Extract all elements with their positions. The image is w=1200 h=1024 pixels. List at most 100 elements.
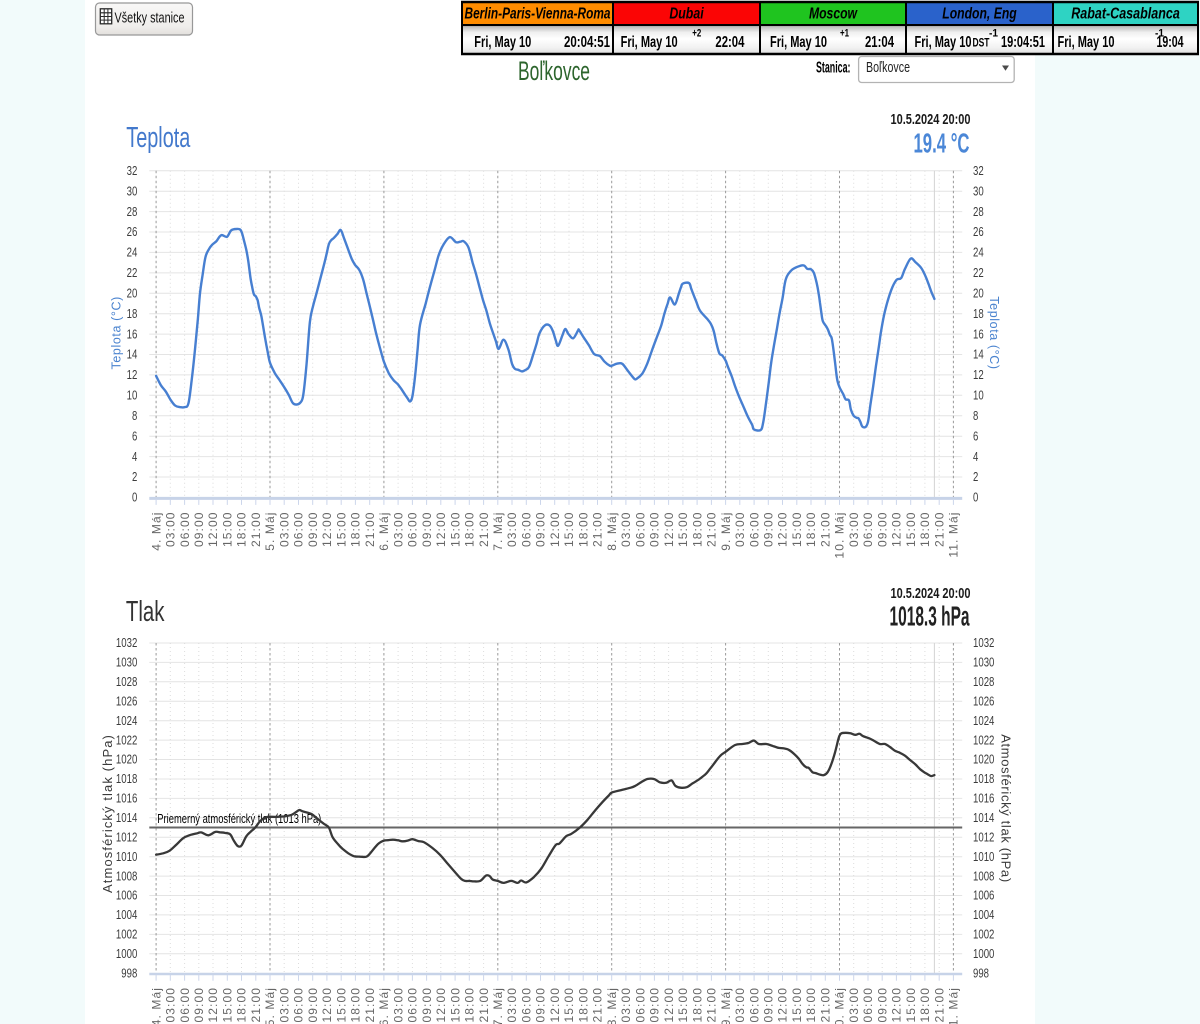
svg-text:15:00: 15:00 xyxy=(904,512,918,548)
svg-text:21:00: 21:00 xyxy=(591,512,605,548)
svg-text:1032: 1032 xyxy=(116,635,137,650)
svg-text:18:00: 18:00 xyxy=(463,512,477,548)
svg-text:30: 30 xyxy=(127,183,138,198)
svg-text:Boľkovce: Boľkovce xyxy=(866,59,910,76)
svg-text:21:00: 21:00 xyxy=(249,512,263,548)
svg-text:15:00: 15:00 xyxy=(676,987,690,1023)
svg-text:12:00: 12:00 xyxy=(320,987,334,1023)
svg-text:15:00: 15:00 xyxy=(676,512,690,548)
svg-text:21:00: 21:00 xyxy=(705,512,719,548)
svg-text:10.5.2024 20:00: 10.5.2024 20:00 xyxy=(891,586,971,602)
svg-text:06:00: 06:00 xyxy=(861,512,875,548)
svg-text:1000: 1000 xyxy=(973,946,994,961)
svg-text:21:00: 21:00 xyxy=(932,987,946,1023)
svg-text:0: 0 xyxy=(132,490,137,505)
svg-text:1010: 1010 xyxy=(973,849,994,864)
svg-text:15:00: 15:00 xyxy=(334,512,348,548)
svg-text:09:00: 09:00 xyxy=(420,512,434,548)
svg-text:18:00: 18:00 xyxy=(349,987,363,1023)
svg-text:15:00: 15:00 xyxy=(221,987,235,1023)
svg-text:6: 6 xyxy=(132,428,137,443)
svg-text:14: 14 xyxy=(127,347,138,362)
svg-text:18: 18 xyxy=(973,306,984,321)
svg-text:Dubai: Dubai xyxy=(669,6,704,23)
svg-text:15:00: 15:00 xyxy=(562,987,576,1023)
svg-text:32: 32 xyxy=(973,163,984,178)
svg-text:10. Máj: 10. Máj xyxy=(833,512,847,559)
svg-text:1030: 1030 xyxy=(116,655,137,670)
svg-text:18:00: 18:00 xyxy=(349,512,363,548)
svg-text:4. Máj: 4. Máj xyxy=(149,987,163,1024)
svg-text:06:00: 06:00 xyxy=(520,512,534,548)
svg-text:20: 20 xyxy=(127,286,138,301)
svg-text:12:00: 12:00 xyxy=(662,987,676,1023)
svg-text:26: 26 xyxy=(127,224,138,239)
svg-text:09:00: 09:00 xyxy=(648,987,662,1023)
svg-text:14: 14 xyxy=(973,347,984,362)
svg-text:15:00: 15:00 xyxy=(904,987,918,1023)
svg-text:32: 32 xyxy=(127,163,138,178)
svg-text:21:00: 21:00 xyxy=(591,987,605,1023)
svg-text:15:00: 15:00 xyxy=(790,987,804,1023)
svg-text:18:00: 18:00 xyxy=(576,512,590,548)
svg-text:DST: DST xyxy=(973,36,990,50)
svg-text:1014: 1014 xyxy=(116,810,137,825)
svg-text:06:00: 06:00 xyxy=(292,512,306,548)
svg-text:15:00: 15:00 xyxy=(562,512,576,548)
svg-text:22:04: 22:04 xyxy=(715,34,744,51)
svg-text:+2: +2 xyxy=(692,28,701,40)
svg-text:11. Máj: 11. Máj xyxy=(947,512,961,558)
svg-text:09:00: 09:00 xyxy=(534,512,548,548)
svg-text:Atmosférický tlak (hPa): Atmosférický tlak (hPa) xyxy=(999,734,1014,883)
svg-text:Boľkovce: Boľkovce xyxy=(518,56,590,86)
svg-text:Fri, May 10: Fri, May 10 xyxy=(770,34,827,51)
svg-text:1024: 1024 xyxy=(116,713,137,728)
svg-text:03:00: 03:00 xyxy=(505,987,519,1023)
svg-text:12:00: 12:00 xyxy=(434,512,448,548)
svg-text:12:00: 12:00 xyxy=(206,987,220,1023)
svg-text:03:00: 03:00 xyxy=(277,512,291,548)
svg-text:06:00: 06:00 xyxy=(520,987,534,1023)
svg-text:03:00: 03:00 xyxy=(619,987,633,1023)
svg-text:24: 24 xyxy=(127,245,138,260)
svg-text:Berlin-Paris-Vienna-Roma: Berlin-Paris-Vienna-Roma xyxy=(465,6,611,23)
svg-text:18: 18 xyxy=(127,306,138,321)
svg-text:21:00: 21:00 xyxy=(819,987,833,1023)
svg-text:1016: 1016 xyxy=(973,791,994,806)
svg-text:5. Máj: 5. Máj xyxy=(263,512,277,551)
svg-text:4: 4 xyxy=(973,449,978,464)
svg-text:12: 12 xyxy=(973,367,984,382)
svg-text:16: 16 xyxy=(127,326,138,341)
svg-text:06:00: 06:00 xyxy=(633,512,647,548)
svg-text:1018: 1018 xyxy=(973,771,994,786)
svg-text:1026: 1026 xyxy=(116,694,137,709)
svg-text:1030: 1030 xyxy=(973,655,994,670)
svg-text:06:00: 06:00 xyxy=(861,987,875,1023)
svg-text:09:00: 09:00 xyxy=(306,987,320,1023)
svg-text:1020: 1020 xyxy=(973,752,994,767)
svg-text:03:00: 03:00 xyxy=(391,987,405,1023)
svg-text:18:00: 18:00 xyxy=(804,512,818,548)
svg-text:1010: 1010 xyxy=(116,849,137,864)
svg-text:18:00: 18:00 xyxy=(918,987,932,1023)
svg-text:1028: 1028 xyxy=(973,674,994,689)
svg-text:18:00: 18:00 xyxy=(463,987,477,1023)
svg-text:21:04: 21:04 xyxy=(865,34,894,51)
svg-text:26: 26 xyxy=(973,224,984,239)
svg-text:24: 24 xyxy=(973,245,984,260)
svg-text:1012: 1012 xyxy=(973,829,994,844)
svg-text:12:00: 12:00 xyxy=(320,512,334,548)
svg-text:-1: -1 xyxy=(989,28,998,40)
svg-text:03:00: 03:00 xyxy=(619,512,633,548)
svg-text:8. Máj: 8. Máj xyxy=(605,987,619,1024)
svg-text:09:00: 09:00 xyxy=(192,512,206,548)
svg-text:1026: 1026 xyxy=(973,694,994,709)
svg-text:Teplota (°C): Teplota (°C) xyxy=(110,296,124,369)
svg-text:1016: 1016 xyxy=(116,791,137,806)
svg-text:09:00: 09:00 xyxy=(192,987,206,1023)
svg-text:21:00: 21:00 xyxy=(819,512,833,548)
svg-text:9. Máj: 9. Máj xyxy=(719,987,733,1024)
svg-text:22: 22 xyxy=(127,265,138,280)
svg-text:21:00: 21:00 xyxy=(932,512,946,548)
svg-text:Priemerný atmosférický tlak (1: Priemerný atmosférický tlak (1013 hPa) xyxy=(157,812,321,826)
